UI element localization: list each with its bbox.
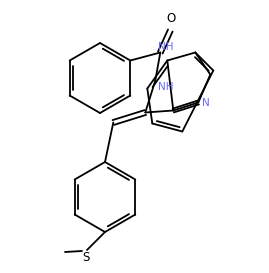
Text: O: O [167, 11, 176, 25]
Text: S: S [82, 251, 90, 264]
Text: N: N [202, 97, 210, 108]
Text: NH: NH [158, 43, 173, 52]
Text: NH: NH [158, 82, 174, 91]
